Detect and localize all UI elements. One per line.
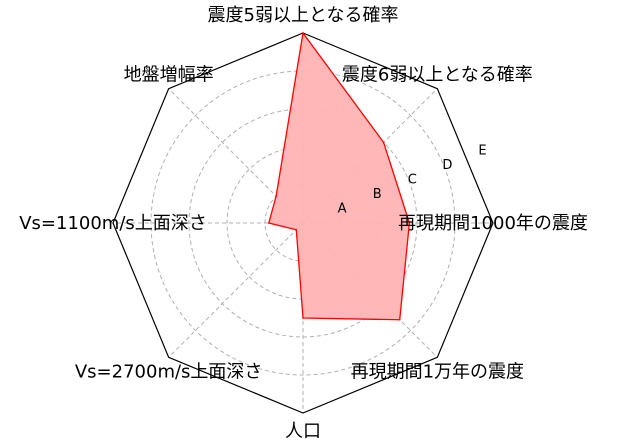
data-point — [408, 222, 411, 224]
data-point — [398, 318, 401, 321]
axis-label: 再現期間1000年の震度 — [398, 213, 588, 234]
radar-frame — [112, 32, 494, 414]
data-point — [302, 317, 304, 319]
axis-label: 地盤増幅率 — [124, 65, 214, 86]
axis-label: Vs=1100m/s上面深さ — [19, 213, 207, 234]
ring-label-C: C — [408, 172, 417, 187]
axis-label: 震度5弱以上となる確率 — [208, 5, 399, 26]
grid-spoke — [168, 222, 304, 358]
ring-label-D: D — [442, 158, 452, 173]
ring-label-B: B — [373, 187, 382, 202]
data-point — [268, 222, 270, 224]
data-point — [295, 228, 298, 231]
data-point — [275, 195, 277, 197]
axis-label: 再現期間1万年の震度 — [351, 361, 524, 382]
axis-label: Vs=2700m/s上面深さ — [75, 361, 263, 382]
ring-label-A: A — [338, 201, 347, 216]
data-point — [382, 141, 385, 144]
axis-label: 人口 — [285, 421, 321, 442]
data-point — [302, 32, 304, 34]
axis-label: 震度6弱以上となる確率 — [342, 65, 533, 86]
ring-label-E: E — [478, 143, 486, 158]
